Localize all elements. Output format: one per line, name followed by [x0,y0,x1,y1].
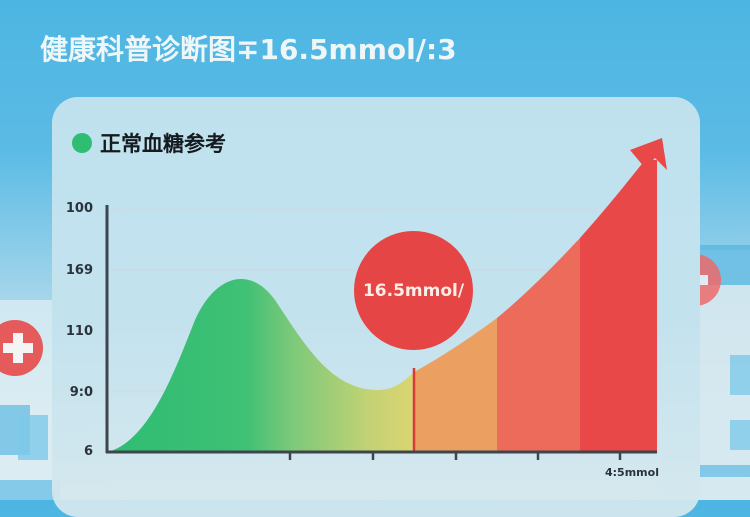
y-tick-label: 9:0 [69,385,93,400]
highlight-value: 16.5mmol/ [362,280,465,301]
normal-glucose-area [108,278,414,452]
x-axis-label: 4:5mmol [605,466,659,479]
legend-label: 正常血糖参考 [100,132,226,156]
hospital-background-illustration [0,245,750,500]
background [0,245,750,500]
medical-cross-icon-left [0,320,43,376]
y-tick-label: 169 [65,263,93,278]
trend-arrow-icon [630,138,667,170]
legend: 正常血糖参考 [72,128,226,158]
legend-dot-icon [72,133,92,153]
red-segment [580,160,657,452]
chart-plot [105,138,667,460]
light-red-segment [497,238,580,452]
x-ticks [288,452,622,460]
orange-segment [414,318,497,452]
y-tick-label: 6 [83,444,93,459]
y-tick-label: 110 [65,324,93,339]
page-title: 健康科普诊断图∓16.5mmol/:3 [40,33,457,66]
highlight-bubble: 16.5mmol/ [354,231,473,350]
y-tick-label: 100 [65,201,93,216]
